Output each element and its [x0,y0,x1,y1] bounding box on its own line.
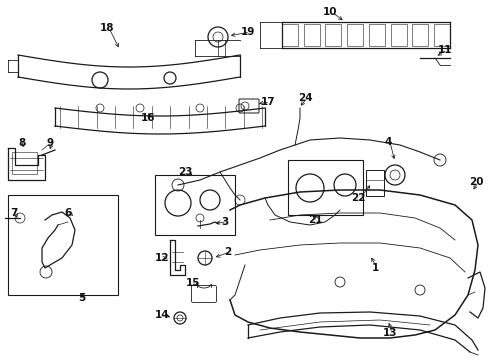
Text: 5: 5 [78,293,85,303]
Bar [411,24,427,46]
Text: 18: 18 [100,23,114,33]
Bar [365,170,383,196]
Text: 15: 15 [185,278,200,288]
Bar [390,24,406,46]
Bar [8,195,118,295]
Text: 1: 1 [370,263,378,273]
Bar [303,24,319,46]
Text: 9: 9 [46,138,54,148]
Text: 19: 19 [240,27,255,37]
Bar [433,24,449,46]
Text: 17: 17 [260,97,275,107]
Text: 8: 8 [19,138,25,148]
Text: 16: 16 [141,113,155,123]
Text: 22: 22 [350,193,365,203]
Text: 13: 13 [382,328,396,338]
Bar [346,24,363,46]
Text: 11: 11 [437,45,451,55]
Text: 24: 24 [297,93,312,103]
Text: 6: 6 [64,208,71,218]
Bar [282,24,297,46]
Bar [12,152,37,174]
Text: 7: 7 [10,208,18,218]
Bar [368,24,384,46]
Text: 12: 12 [154,253,169,263]
Text: 14: 14 [154,310,169,320]
Text: 3: 3 [221,217,228,227]
Text: 4: 4 [384,137,391,147]
Bar [287,160,362,215]
Text: 20: 20 [468,177,482,187]
Bar [155,175,235,235]
Text: 2: 2 [224,247,231,257]
Bar [325,24,341,46]
Text: 21: 21 [307,215,322,225]
Text: 10: 10 [322,7,337,17]
Text: 23: 23 [177,167,192,177]
